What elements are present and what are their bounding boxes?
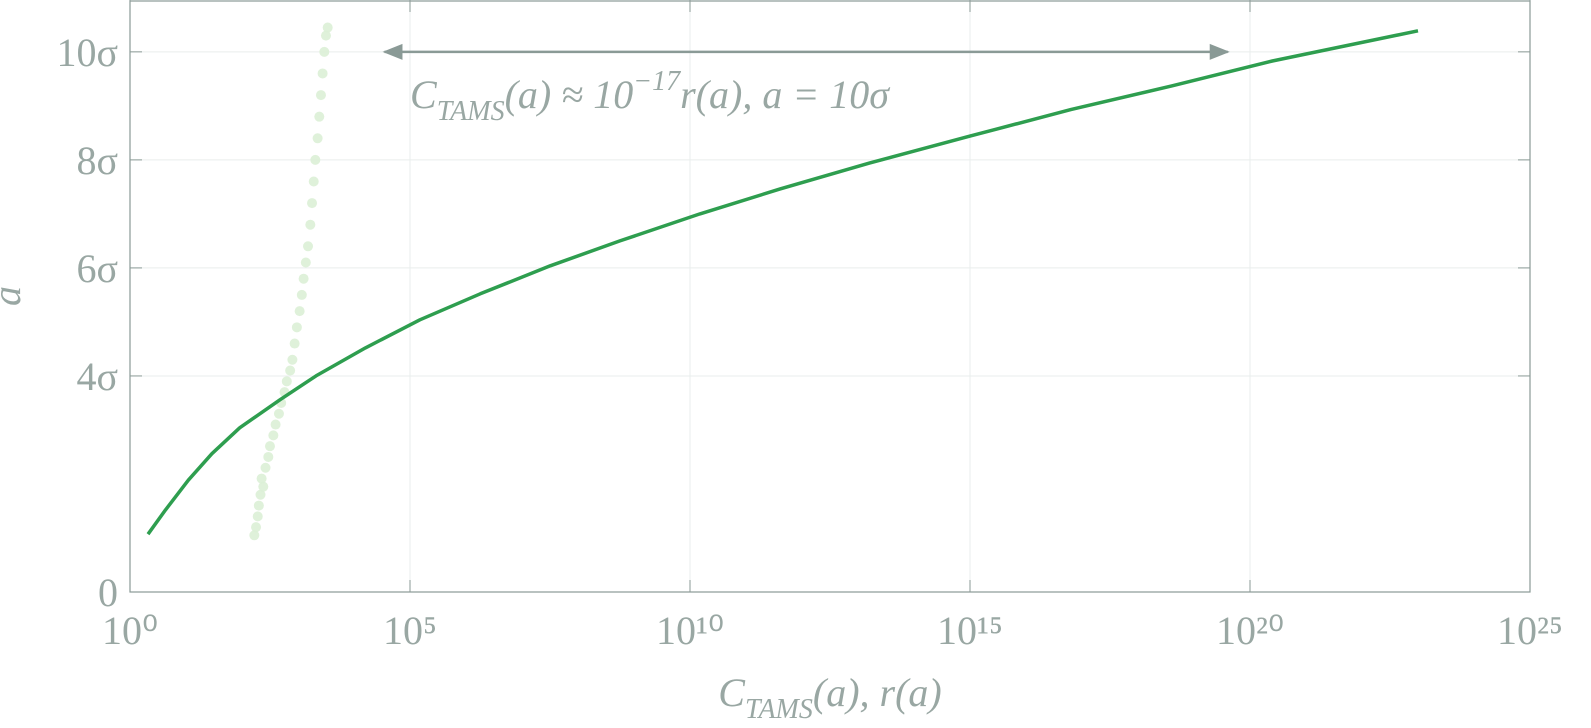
x-tick-label: 10²⁰ (1216, 608, 1284, 653)
x-axis-label: CTAMS(a), r(a) (718, 670, 941, 725)
scatter-point (249, 530, 260, 541)
x-tick-label: 10⁵ (383, 608, 437, 653)
scatter-point (320, 30, 331, 41)
x-tick-label: 10¹⁵ (937, 608, 1003, 653)
label-part: C (718, 670, 746, 715)
scatter-point (314, 111, 325, 122)
annotation-text: CTAMS(a) ≈ 10−17r(a), a = 10σ (410, 66, 890, 127)
data-line (146, 29, 1419, 536)
scatter-point (291, 322, 302, 333)
plot-frame (129, 0, 1531, 593)
label-part: TAMS (437, 96, 505, 127)
scatter-point (300, 257, 311, 268)
y-axis-label: a (0, 286, 29, 306)
scatter-point (260, 462, 271, 473)
y-tick-label: 10σ (56, 30, 118, 75)
scatter-point (296, 289, 307, 300)
scatter-point (251, 522, 262, 533)
scatter-point (268, 430, 279, 441)
scatter-point (308, 176, 319, 187)
scatter-point (255, 489, 266, 500)
scatter-point (319, 46, 330, 57)
label-part: C (410, 72, 438, 117)
scatter-point (312, 133, 323, 144)
x-tick-label: 10⁰ (102, 608, 158, 653)
label-part: −17 (633, 66, 681, 97)
scatter-point (256, 473, 267, 484)
label-part: TAMS (745, 694, 813, 725)
scatter-point (294, 306, 305, 317)
y-tick-label: 4σ (76, 354, 118, 399)
scatter-point (258, 481, 269, 492)
scatter-point (298, 273, 309, 284)
y-tick-label: 6σ (76, 246, 118, 291)
label-part: r(a), a = 10σ (680, 72, 890, 117)
scatter-point (305, 219, 316, 230)
scatter-point (310, 154, 321, 165)
scatter-point (263, 451, 274, 462)
scatter-point (287, 354, 298, 365)
scatter-point (289, 338, 300, 349)
scatter-point (264, 441, 275, 452)
scatter-point (281, 376, 292, 387)
scatter-point (270, 419, 281, 430)
y-tick-label: 8σ (76, 138, 118, 183)
scatter-point (307, 198, 318, 209)
scatter-point (303, 241, 314, 252)
scatter-point (252, 511, 263, 522)
label-part: (a), r(a) (813, 670, 942, 715)
scatter-point (253, 500, 264, 511)
x-tick-label: 10¹⁰ (656, 608, 724, 653)
scatter-point (315, 90, 326, 101)
label-part: (a) ≈ 10 (505, 72, 634, 117)
scatter-point (317, 68, 328, 79)
scatter-point (285, 365, 296, 376)
scatter-point (273, 408, 284, 419)
scatter-point (322, 22, 333, 33)
x-tick-label: 10²⁵ (1497, 608, 1563, 653)
y-tick-label: 0 (98, 570, 118, 615)
